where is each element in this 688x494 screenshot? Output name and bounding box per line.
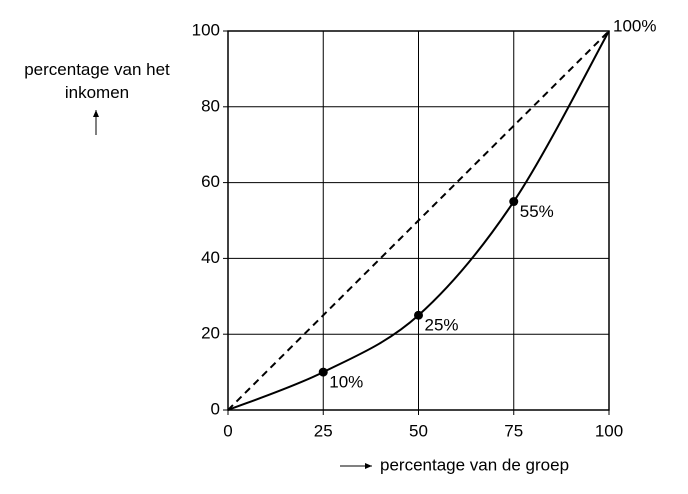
value-label: 100% [613, 16, 656, 35]
value-label: 10% [329, 373, 363, 392]
y-tick-label: 80 [201, 96, 220, 115]
line [227, 30, 610, 411]
data-point [509, 197, 519, 207]
x-tick-label: 0 [223, 421, 232, 440]
plot-frame [227, 30, 610, 411]
x-tick-label: 50 [409, 421, 428, 440]
y-tick-label: 100 [192, 20, 220, 39]
value-label: 25% [425, 316, 459, 335]
x-axis-label: percentage van de groep [380, 455, 569, 474]
value-label: 55% [520, 202, 554, 221]
x-tick-label: 25 [314, 421, 333, 440]
x-tick-label: 100 [595, 421, 623, 440]
y-tick-label: 40 [201, 248, 220, 267]
line [227, 30, 610, 411]
data-point [318, 367, 328, 377]
y-axis-label: percentage van het inkomen [24, 60, 170, 102]
y-tick-label: 60 [201, 172, 220, 191]
y-tick-label: 20 [201, 324, 220, 343]
x-tick-label: 75 [504, 421, 523, 440]
data-point [414, 310, 423, 320]
y-tick-label: 0 [211, 399, 220, 418]
